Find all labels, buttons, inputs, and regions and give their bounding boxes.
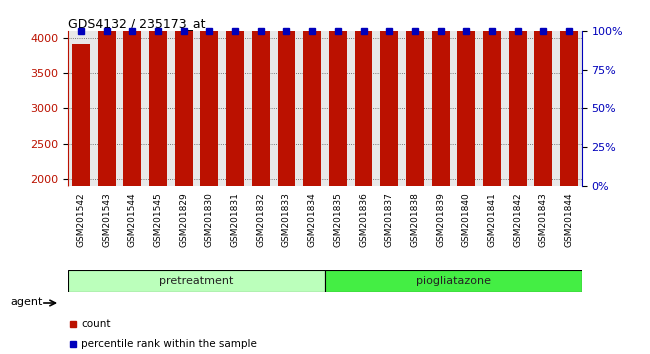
Text: GSM201830: GSM201830 — [205, 193, 214, 247]
Bar — [98, 0, 116, 186]
Bar — [72, 178, 90, 320]
Bar — [457, 0, 475, 186]
Text: GSM201543: GSM201543 — [102, 193, 111, 247]
Bar — [560, 100, 578, 320]
Text: GSM201545: GSM201545 — [153, 193, 162, 247]
Bar — [508, 41, 526, 320]
Text: GSM201544: GSM201544 — [128, 193, 137, 247]
Bar — [175, 13, 193, 186]
Bar — [303, 165, 321, 320]
Bar — [124, 95, 142, 320]
Bar — [483, 14, 501, 186]
Text: GSM201838: GSM201838 — [410, 193, 419, 247]
Bar — [278, 152, 296, 320]
Bar — [406, 0, 424, 186]
Text: GSM201832: GSM201832 — [256, 193, 265, 247]
Text: GSM201843: GSM201843 — [539, 193, 548, 247]
Bar — [483, 148, 501, 320]
Text: GSM201829: GSM201829 — [179, 193, 188, 247]
Text: pretreatment: pretreatment — [159, 276, 234, 286]
Text: GSM201542: GSM201542 — [77, 193, 86, 247]
Text: GSM201831: GSM201831 — [231, 193, 240, 247]
Text: GSM201841: GSM201841 — [488, 193, 497, 247]
Bar — [380, 0, 398, 186]
Bar — [534, 0, 552, 186]
Bar — [329, 82, 347, 320]
Text: GSM201833: GSM201833 — [282, 193, 291, 247]
Bar — [226, 145, 244, 320]
Bar — [380, 90, 398, 320]
Text: GSM201836: GSM201836 — [359, 193, 368, 247]
Bar — [432, 152, 450, 320]
Bar — [124, 0, 142, 186]
Text: GSM201844: GSM201844 — [564, 193, 573, 247]
Bar — [149, 18, 167, 186]
Bar — [354, 103, 372, 320]
Bar — [200, 162, 218, 320]
Bar — [252, 72, 270, 320]
Text: piogliatazone: piogliatazone — [416, 276, 491, 286]
Bar — [252, 0, 270, 186]
Text: GSM201834: GSM201834 — [307, 193, 317, 247]
Bar — [200, 28, 218, 186]
Bar — [278, 18, 296, 186]
Bar — [560, 0, 578, 186]
Text: GSM201839: GSM201839 — [436, 193, 445, 247]
Bar — [226, 11, 244, 186]
Bar — [457, 110, 475, 320]
Bar — [508, 0, 526, 186]
Text: GSM201835: GSM201835 — [333, 193, 343, 247]
Bar — [325, 270, 582, 292]
Bar — [534, 52, 552, 320]
Bar — [432, 18, 450, 186]
Bar — [72, 44, 90, 186]
Text: agent: agent — [10, 297, 43, 307]
Text: GSM201837: GSM201837 — [385, 193, 394, 247]
Bar — [68, 270, 325, 292]
Bar — [98, 134, 116, 320]
Bar — [303, 31, 321, 186]
Text: percentile rank within the sample: percentile rank within the sample — [81, 339, 257, 349]
Text: GDS4132 / 235173_at: GDS4132 / 235173_at — [68, 17, 206, 30]
Text: GSM201842: GSM201842 — [513, 193, 522, 247]
Bar — [406, 114, 424, 320]
Text: GSM201840: GSM201840 — [462, 193, 471, 247]
Bar — [329, 0, 347, 186]
Bar — [149, 152, 167, 320]
Bar — [354, 0, 372, 186]
Bar — [175, 147, 193, 320]
Text: count: count — [81, 319, 110, 329]
